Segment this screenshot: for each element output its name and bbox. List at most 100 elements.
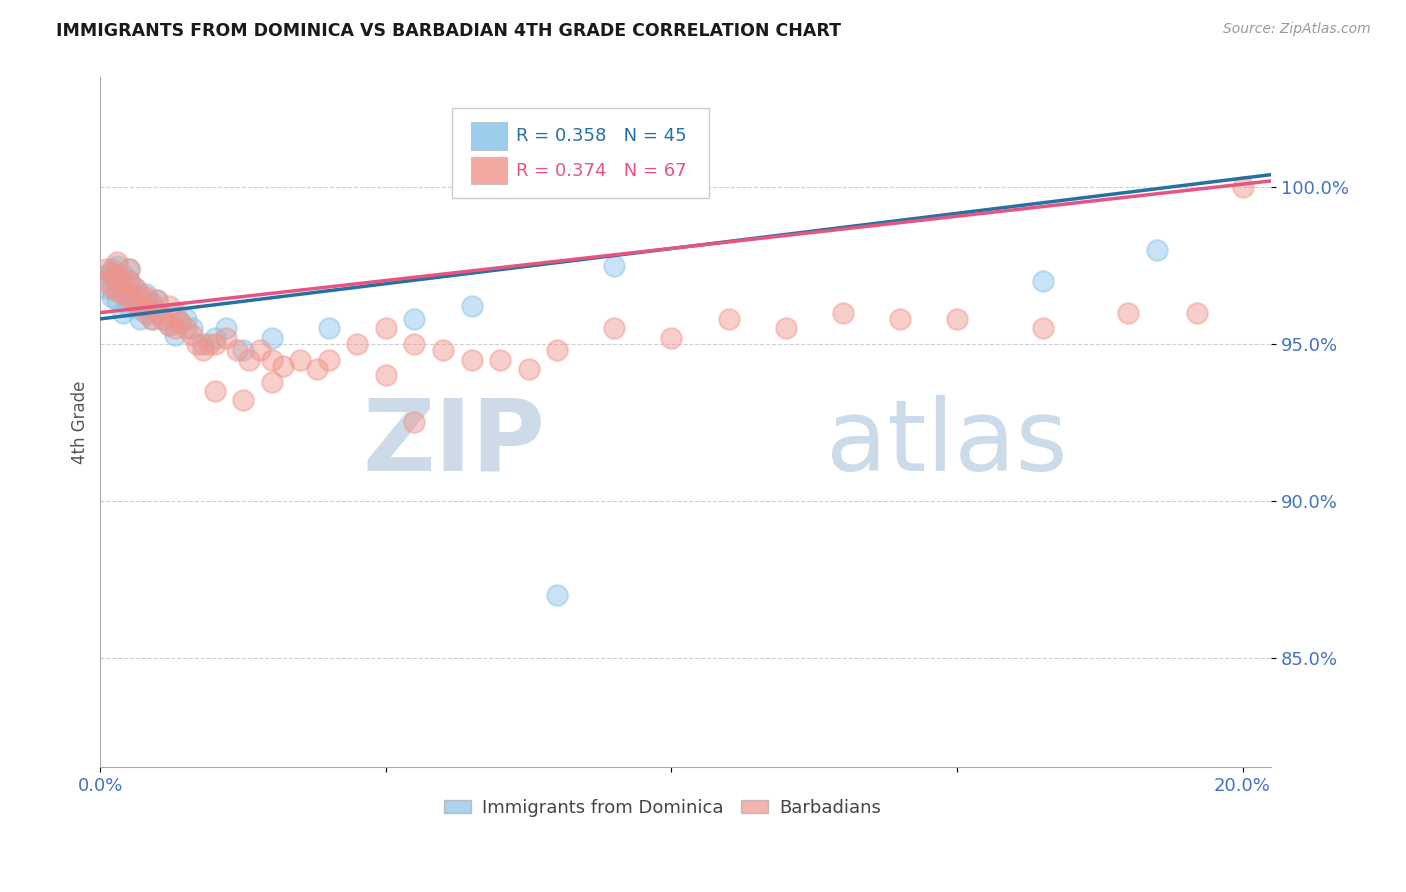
Point — [404, 311, 426, 326]
Point — [374, 368, 396, 383]
Point — [460, 299, 482, 313]
Point — [124, 280, 146, 294]
Point — [157, 299, 180, 313]
Point — [94, 280, 117, 294]
Point — [232, 343, 254, 358]
Bar — [471, 122, 506, 150]
Point — [260, 352, 283, 367]
Point — [307, 362, 329, 376]
Point — [1032, 321, 1054, 335]
Point — [118, 261, 141, 276]
Point — [946, 311, 969, 326]
Text: R = 0.374   N = 67: R = 0.374 N = 67 — [516, 161, 686, 179]
Point — [100, 265, 122, 279]
Point — [186, 337, 208, 351]
Point — [152, 311, 174, 326]
Point — [94, 274, 117, 288]
Point — [460, 352, 482, 367]
Point — [141, 296, 163, 310]
Point — [118, 261, 141, 276]
Point — [174, 311, 197, 326]
Point — [661, 331, 683, 345]
Point — [204, 331, 226, 345]
Point — [129, 311, 152, 326]
Point — [432, 343, 454, 358]
Point — [157, 318, 180, 333]
Point — [163, 327, 186, 342]
Point — [346, 337, 368, 351]
Point — [290, 352, 312, 367]
Text: IMMIGRANTS FROM DOMINICA VS BARBADIAN 4TH GRADE CORRELATION CHART: IMMIGRANTS FROM DOMINICA VS BARBADIAN 4T… — [56, 22, 841, 40]
Text: atlas: atlas — [827, 394, 1067, 491]
Point — [1146, 243, 1168, 257]
Point — [129, 299, 152, 313]
Point — [249, 343, 271, 358]
Point — [94, 261, 117, 276]
Point — [180, 321, 202, 335]
Point — [146, 293, 169, 307]
Point — [100, 261, 122, 276]
Point — [1118, 305, 1140, 319]
FancyBboxPatch shape — [451, 109, 709, 198]
Point — [146, 305, 169, 319]
Point — [146, 293, 169, 307]
Point — [174, 321, 197, 335]
Point — [118, 286, 141, 301]
Point — [517, 362, 540, 376]
Point — [215, 321, 238, 335]
Point — [146, 305, 169, 319]
Point — [135, 286, 157, 301]
Point — [889, 311, 911, 326]
Point — [374, 321, 396, 335]
Point — [94, 268, 117, 282]
Point — [118, 299, 141, 313]
Point — [404, 415, 426, 429]
Point — [129, 290, 152, 304]
Legend: Immigrants from Dominica, Barbadians: Immigrants from Dominica, Barbadians — [436, 791, 889, 824]
Point — [271, 359, 294, 373]
Point — [141, 299, 163, 313]
Point — [260, 331, 283, 345]
Bar — [471, 157, 506, 185]
Point — [318, 321, 340, 335]
Point — [107, 268, 129, 282]
Point — [152, 311, 174, 326]
Point — [489, 352, 512, 367]
Text: ZIP: ZIP — [363, 394, 546, 491]
Point — [107, 255, 129, 269]
Point — [226, 343, 249, 358]
Point — [112, 286, 135, 301]
Text: Source: ZipAtlas.com: Source: ZipAtlas.com — [1223, 22, 1371, 37]
Point — [1232, 180, 1254, 194]
Point — [107, 259, 129, 273]
Point — [1032, 274, 1054, 288]
Y-axis label: 4th Grade: 4th Grade — [72, 381, 89, 464]
Point — [169, 315, 191, 329]
Point — [129, 286, 152, 301]
Point — [135, 305, 157, 319]
Point — [775, 321, 797, 335]
Point — [198, 337, 221, 351]
Point — [100, 271, 122, 285]
Point — [135, 299, 157, 313]
Point — [112, 286, 135, 301]
Point — [260, 375, 283, 389]
Point — [204, 384, 226, 398]
Point — [1185, 305, 1208, 319]
Point — [107, 274, 129, 288]
Point — [112, 268, 135, 282]
Point — [135, 290, 157, 304]
Point — [169, 315, 191, 329]
Point — [191, 343, 214, 358]
Point — [191, 337, 214, 351]
Point — [112, 305, 135, 319]
Point — [831, 305, 853, 319]
Point — [124, 296, 146, 310]
Point — [180, 327, 202, 342]
Point — [118, 290, 141, 304]
Point — [163, 305, 186, 319]
Point — [232, 393, 254, 408]
Point — [141, 311, 163, 326]
Point — [107, 284, 129, 298]
Point — [215, 331, 238, 345]
